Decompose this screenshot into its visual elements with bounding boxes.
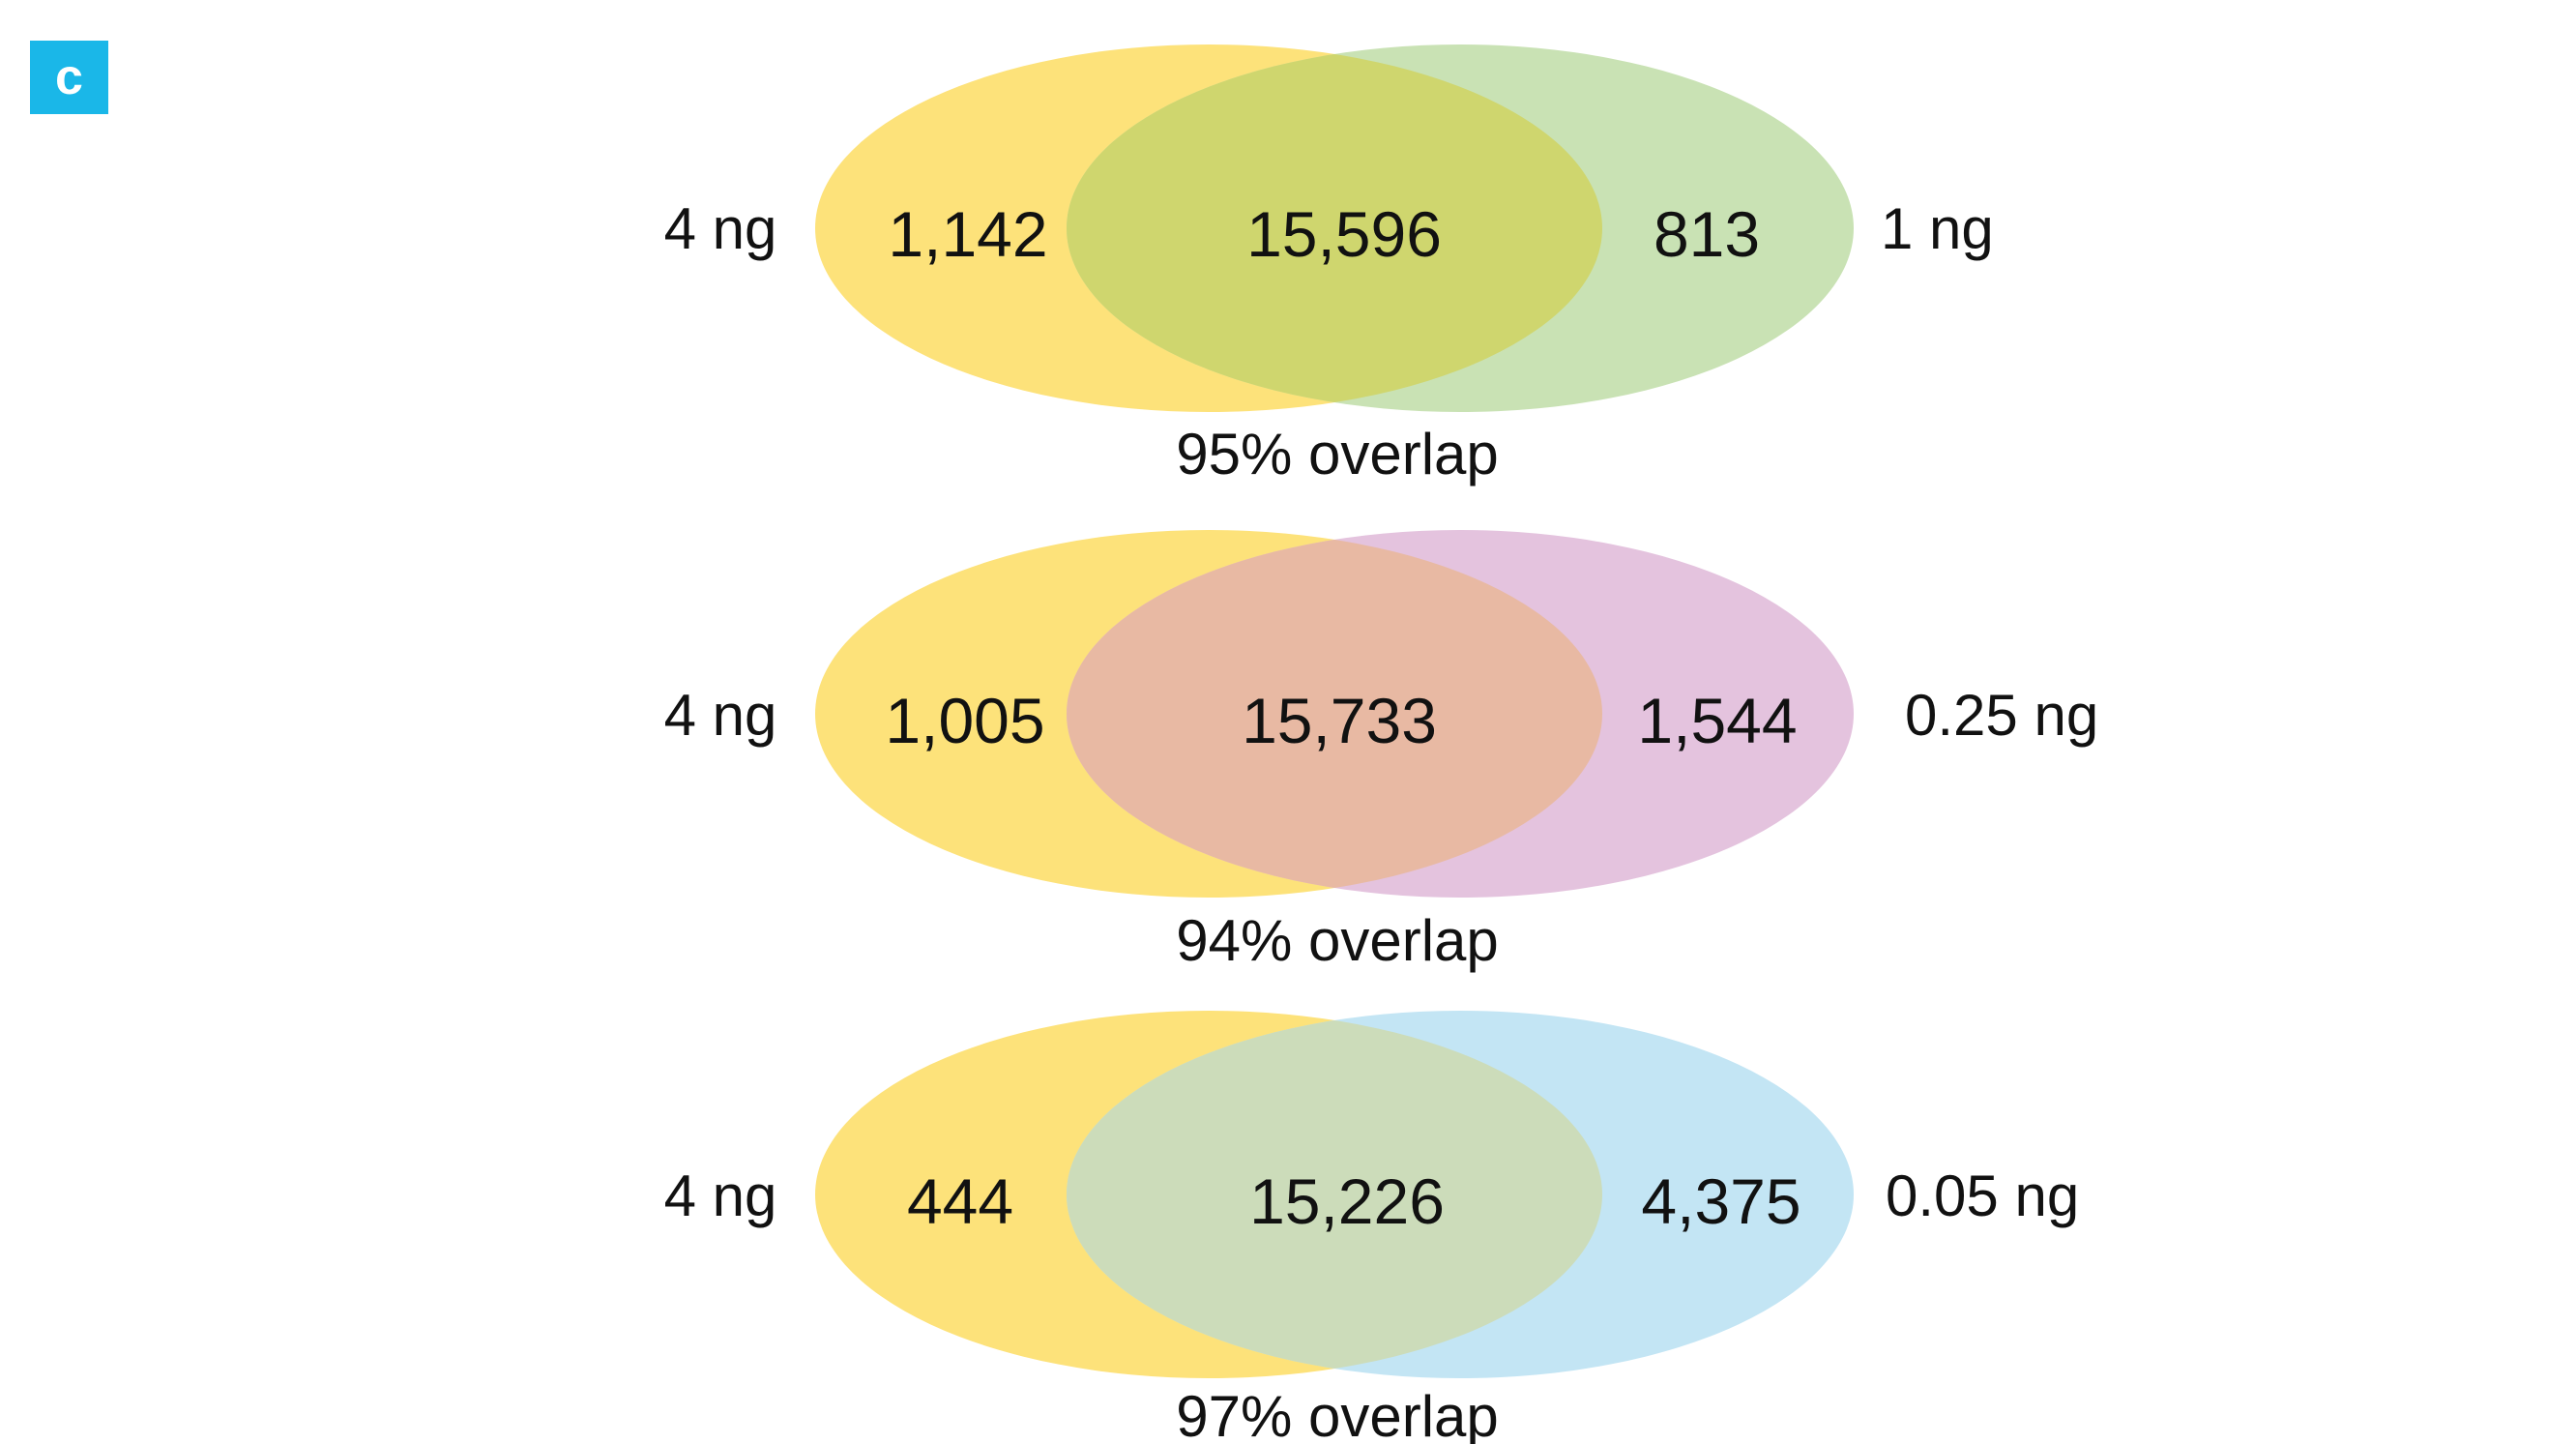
right-only-count: 4,375: [1641, 1165, 1800, 1237]
venn-group-3: 4 ng 444 15,226 4,375 0.05 ng 97% overla…: [664, 1011, 2079, 1444]
intersection-region: [1067, 1011, 1602, 1378]
right-only-count: 1,544: [1637, 685, 1797, 756]
right-set-label: 0.25 ng: [1905, 683, 2098, 748]
left-set-label: 4 ng: [664, 1164, 777, 1228]
intersection-region: [1067, 530, 1602, 898]
venn-group-2: 4 ng 1,005 15,733 1,544 0.25 ng 94% over…: [664, 530, 2098, 973]
left-set-label: 4 ng: [664, 683, 777, 748]
right-set-label: 0.05 ng: [1886, 1164, 2079, 1228]
right-only-count: 813: [1654, 198, 1760, 270]
overlap-percentage-label: 94% overlap: [1176, 908, 1499, 973]
venn-group-1: 4 ng 1,142 15,596 813 1 ng 95% overlap: [664, 44, 1994, 486]
panel-label-badge: c: [30, 41, 108, 114]
left-only-count: 444: [907, 1165, 1013, 1237]
overlap-percentage-label: 97% overlap: [1176, 1384, 1499, 1444]
shared-count: 15,733: [1242, 685, 1437, 756]
shared-count: 15,596: [1246, 198, 1442, 270]
left-only-count: 1,142: [888, 198, 1047, 270]
shared-count: 15,226: [1249, 1165, 1445, 1237]
overlap-percentage-label: 95% overlap: [1176, 422, 1499, 486]
left-only-count: 1,005: [885, 685, 1044, 756]
left-set-label: 4 ng: [664, 196, 777, 261]
right-set-label: 1 ng: [1881, 196, 1994, 261]
intersection-region: [1067, 44, 1602, 412]
